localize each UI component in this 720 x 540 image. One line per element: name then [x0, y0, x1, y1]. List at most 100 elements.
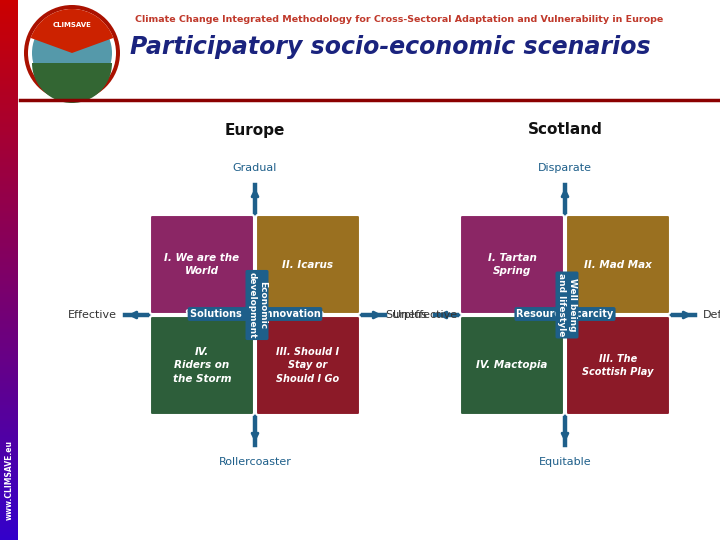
Bar — [0, 213, 18, 217]
Text: Disparate: Disparate — [538, 163, 592, 173]
Bar — [0, 386, 18, 389]
Bar — [0, 510, 18, 514]
Bar — [0, 432, 18, 435]
Bar — [0, 19, 18, 22]
Bar — [0, 408, 18, 411]
Bar — [0, 116, 18, 119]
Bar — [0, 86, 18, 90]
Text: Scotland: Scotland — [528, 123, 603, 138]
Bar — [0, 516, 18, 519]
Bar — [0, 65, 18, 68]
Bar — [0, 130, 18, 133]
Bar — [0, 197, 18, 200]
Bar — [0, 138, 18, 141]
Bar — [0, 221, 18, 225]
Bar — [0, 335, 18, 338]
Bar — [0, 243, 18, 246]
Bar — [0, 324, 18, 327]
Bar — [0, 362, 18, 365]
Bar — [0, 437, 18, 441]
Wedge shape — [32, 63, 112, 103]
Bar — [0, 251, 18, 254]
Bar — [0, 167, 18, 171]
Bar — [0, 5, 18, 9]
Bar — [0, 508, 18, 511]
Bar — [0, 513, 18, 516]
Bar — [0, 148, 18, 152]
Text: III. Should I
Stay or
Should I Go: III. Should I Stay or Should I Go — [276, 347, 340, 384]
Text: Uneffective: Uneffective — [393, 310, 457, 320]
Bar — [0, 505, 18, 508]
Bar — [0, 159, 18, 163]
Bar — [0, 8, 18, 11]
Bar — [0, 483, 18, 487]
Bar — [0, 308, 18, 311]
Bar — [0, 378, 18, 381]
Bar — [0, 127, 18, 130]
Bar — [0, 410, 18, 414]
Bar — [0, 49, 18, 52]
Text: Effective: Effective — [68, 310, 117, 320]
Bar — [0, 256, 18, 260]
Bar — [0, 170, 18, 173]
Bar — [0, 421, 18, 424]
Bar — [0, 489, 18, 492]
Bar — [0, 165, 18, 168]
Bar — [0, 327, 18, 330]
Bar — [0, 262, 18, 265]
Bar — [0, 459, 18, 462]
Bar — [0, 529, 18, 532]
FancyBboxPatch shape — [150, 215, 254, 314]
Bar — [0, 354, 18, 357]
Bar — [0, 348, 18, 352]
Bar — [0, 381, 18, 384]
Bar — [0, 240, 18, 244]
Bar — [0, 111, 18, 114]
Bar — [0, 524, 18, 527]
Text: www.CLIMSAVE.eu: www.CLIMSAVE.eu — [4, 440, 14, 520]
Bar — [0, 113, 18, 117]
Bar — [0, 84, 18, 87]
Bar — [0, 189, 18, 192]
Bar — [0, 57, 18, 60]
Bar — [0, 343, 18, 346]
Bar — [0, 135, 18, 138]
Bar — [0, 400, 18, 403]
Bar — [0, 470, 18, 473]
Text: II. Mad Max: II. Mad Max — [584, 260, 652, 269]
Bar — [0, 270, 18, 273]
Bar — [0, 481, 18, 484]
Bar — [0, 157, 18, 160]
Bar — [0, 59, 18, 63]
Bar — [0, 68, 18, 71]
Bar — [0, 302, 18, 306]
Text: Equitable: Equitable — [539, 457, 591, 467]
Bar — [0, 176, 18, 179]
FancyBboxPatch shape — [566, 215, 670, 314]
Bar — [0, 286, 18, 289]
Bar — [0, 300, 18, 303]
Bar — [0, 208, 18, 211]
Bar — [0, 267, 18, 271]
Bar — [0, 132, 18, 136]
Bar — [0, 373, 18, 376]
Bar — [0, 92, 18, 95]
Bar — [0, 46, 18, 49]
Bar — [0, 11, 18, 14]
Bar — [0, 238, 18, 241]
Bar — [0, 340, 18, 343]
Bar — [0, 235, 18, 238]
Bar — [0, 281, 18, 284]
Bar — [0, 89, 18, 92]
FancyBboxPatch shape — [460, 316, 564, 415]
Text: Gradual: Gradual — [233, 163, 277, 173]
Bar — [0, 367, 18, 370]
Bar — [0, 446, 18, 449]
Bar — [0, 418, 18, 422]
Text: I. We are the
World: I. We are the World — [164, 253, 240, 276]
Bar — [0, 173, 18, 176]
Bar — [0, 429, 18, 433]
Bar — [0, 97, 18, 100]
Bar — [0, 397, 18, 400]
Bar — [0, 248, 18, 252]
